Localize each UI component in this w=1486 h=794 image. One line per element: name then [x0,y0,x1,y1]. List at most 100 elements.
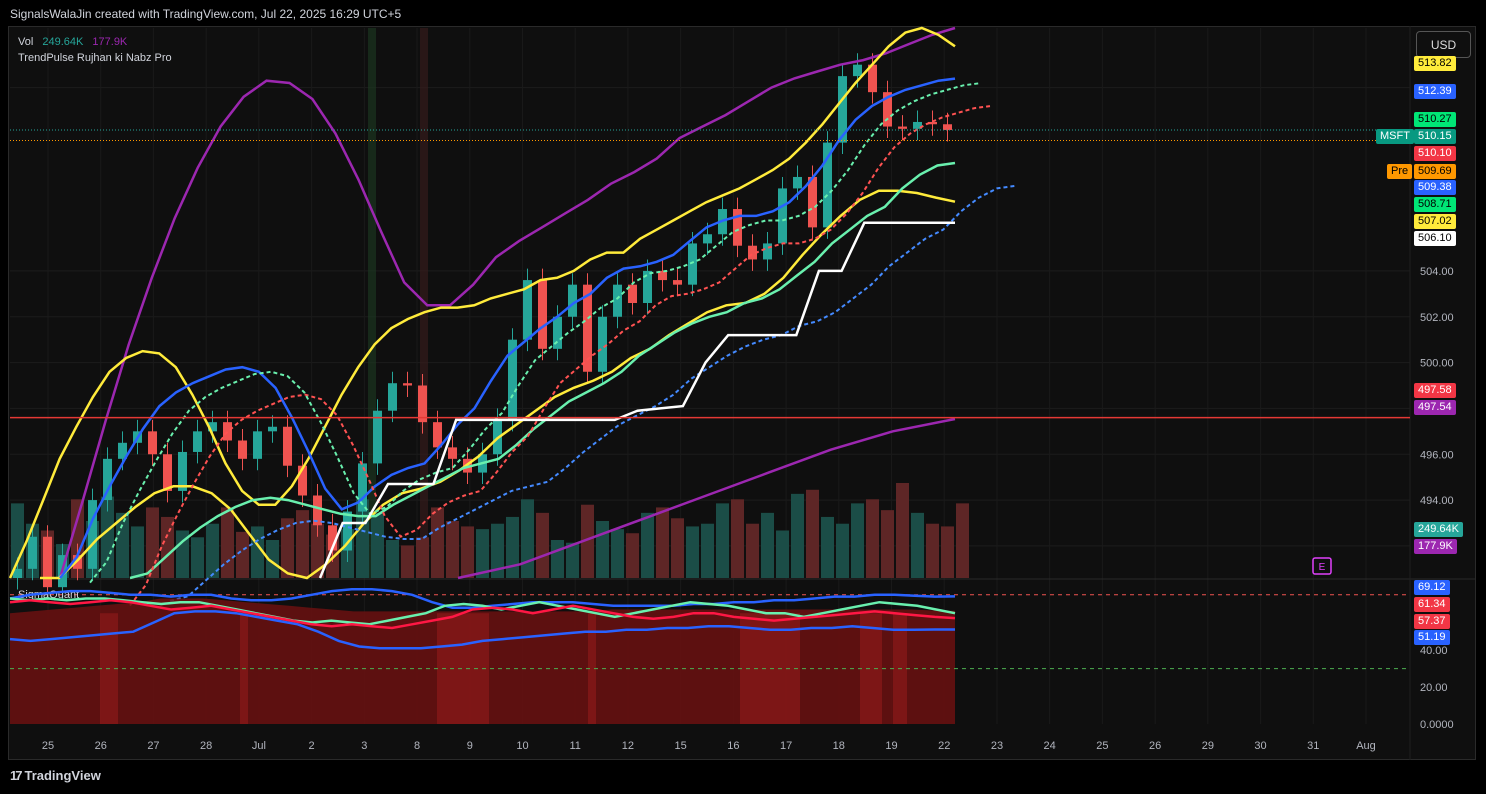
y-tick-label: 504.00 [1420,266,1454,278]
candle-body [388,383,397,411]
y-tick-label: 502.00 [1420,312,1454,324]
volume-bar [641,512,654,578]
volume-bar [566,542,579,578]
volume-bar [521,499,534,578]
candle-body [733,209,742,246]
volume-bar [596,521,609,578]
price-label: 497.54 [1414,400,1456,415]
volume-bar [281,518,294,578]
candle-body [598,316,607,372]
x-tick-label: 2 [309,740,315,752]
oscillator-label: 51.19 [1414,630,1450,645]
green-band [129,161,956,580]
volume-bars [11,483,969,578]
candle-body [268,426,277,432]
candle-body [418,385,427,423]
purple-lower-band [457,417,956,580]
tradingview-logo[interactable]: 17 TradingView [10,768,101,783]
currency-button[interactable]: USD [1416,31,1471,58]
x-tick-label: 26 [1149,740,1161,752]
price-label: 510.10 [1414,146,1456,161]
volume-bar [791,493,804,578]
earnings-marker-icon [1312,557,1332,575]
candle-body [433,422,442,448]
candle-body [853,64,862,77]
oscillator-label: 69.12 [1414,580,1450,595]
volume-bar [851,503,864,578]
volume-bar [506,516,519,578]
header-bar: SignalsWalaJin created with TradingView.… [0,0,1486,26]
x-tick-label: 27 [147,740,159,752]
candle-body [673,280,682,285]
price-label: 510.27 [1414,112,1456,127]
volume-bar [461,526,474,578]
upper-yellow-band [8,26,956,579]
volume-bar [371,512,384,578]
candle-body [808,176,817,228]
blue-band [59,77,956,579]
x-tick-label: 29 [1202,740,1214,752]
candle-body [253,431,262,459]
candle-body [223,422,232,441]
x-tick-label: 8 [414,740,420,752]
volume-bar [221,507,234,578]
candle-body [748,245,757,260]
volume-bar [926,523,939,578]
price-label: 510.15 [1414,129,1456,144]
white-step-line [318,221,955,579]
x-tick-label: 11 [569,740,580,752]
volume-bar [416,537,429,578]
x-tick-label: Aug [1356,740,1376,752]
x-tick-label: 25 [1096,740,1108,752]
volume-bar [206,523,219,578]
candle-body [628,284,637,303]
earnings-marker: E [1319,562,1326,573]
osc-y-tick-label: 0.0000 [1420,719,1454,731]
osc-y-tick-label: 40.00 [1420,645,1448,657]
price-label: 509.38 [1414,180,1456,195]
x-tick-label: 9 [467,740,473,752]
y-tick-label: 500.00 [1420,358,1454,370]
tradingview-logo-icon: 17 [10,768,23,783]
candle-body [763,243,772,260]
candle-body [13,568,22,578]
candle-body [178,451,187,491]
x-tick-label: 23 [991,740,1003,752]
volume-bar [761,512,774,578]
volume-bar [101,496,114,578]
candle-body [238,440,247,459]
volume-bar [821,516,834,578]
candle-body [403,383,412,386]
price-label: 507.02 [1414,214,1456,229]
volume-bar [176,530,189,578]
candle-body [898,126,907,129]
volume-bar [296,510,309,578]
osc-red-line [9,599,956,630]
green-dashed-line [89,82,981,584]
candle-body [88,500,97,569]
volume-bar [581,504,594,578]
candle-body [298,465,307,496]
volume-bar [116,512,129,578]
volume-label: 177.9K [1414,539,1457,554]
x-tick-label: 28 [200,740,212,752]
candle-body [658,270,667,281]
price-label-tag: Pre [1387,164,1413,179]
candle-body [613,284,622,317]
candle-body [343,511,352,551]
volume-bar [686,526,699,578]
volume-bar [746,523,759,578]
x-tick-label: 24 [1044,740,1056,752]
candle-body [118,442,127,459]
x-tick-label: 26 [95,740,107,752]
y-tick-label: 496.00 [1420,449,1454,461]
candle-body [703,234,712,244]
osc-green-line [9,597,956,626]
x-tick-label: Jul [252,740,266,752]
candle-body [553,316,562,349]
x-tick-label: 30 [1254,740,1266,752]
oscillator-column [860,613,882,724]
volume-bar [776,530,789,578]
candle-body [823,142,832,228]
